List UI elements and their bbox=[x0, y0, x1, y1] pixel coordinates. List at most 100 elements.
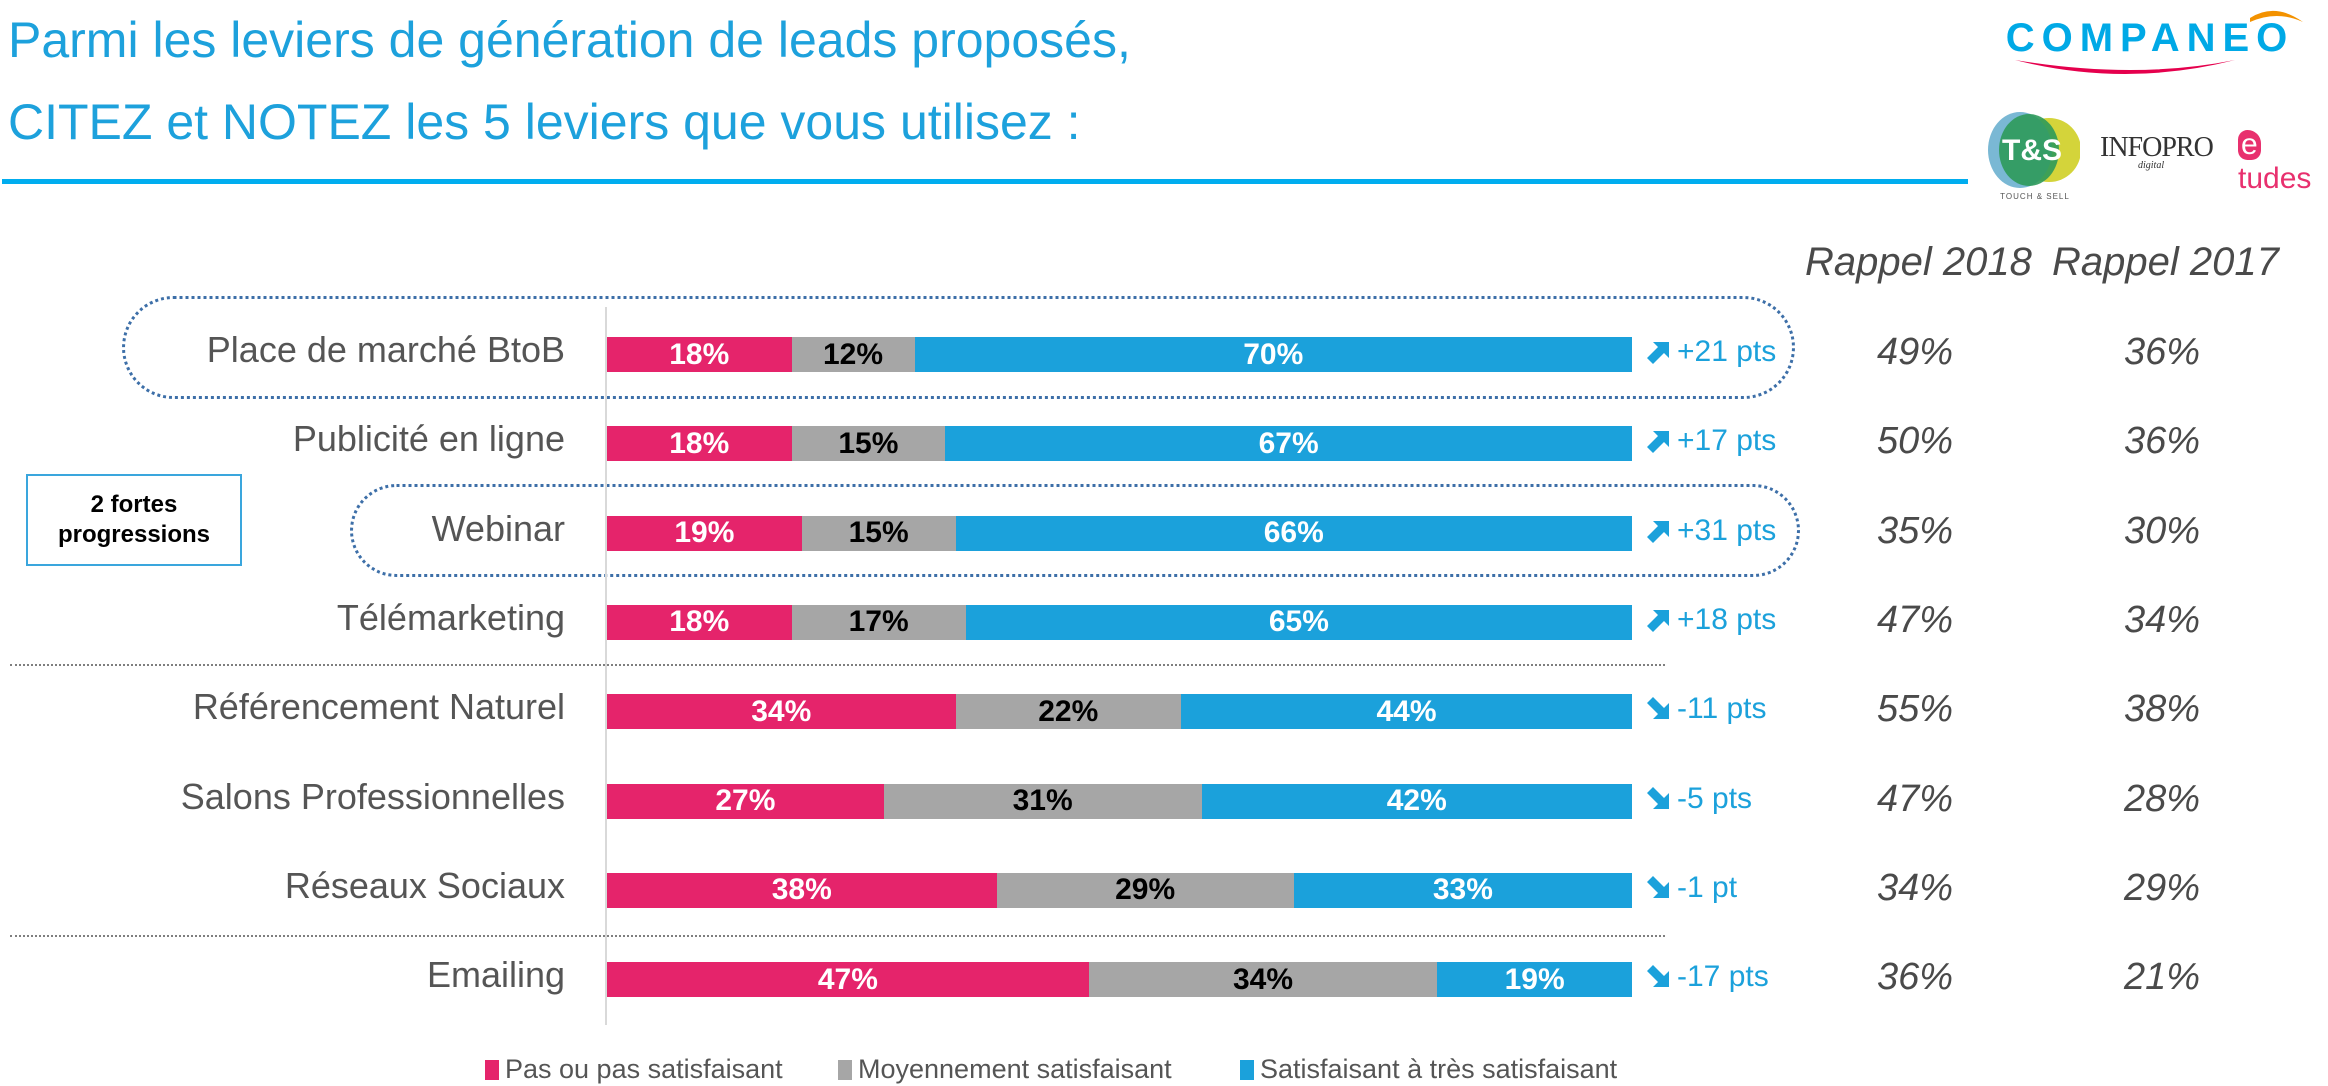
bar-segment-pas-satisfaisant: 38% bbox=[607, 872, 997, 908]
rappel-2017-value: 38% bbox=[2123, 688, 2201, 731]
change-indicator: -5 pts bbox=[1645, 782, 1752, 816]
bar-segment-moyennement: 15% bbox=[791, 426, 946, 462]
rappel-2018-value: 55% bbox=[1876, 688, 1954, 731]
change-indicator: +21 pts bbox=[1645, 335, 1776, 369]
data-label: 18% bbox=[669, 337, 730, 371]
arrow-up-right-icon bbox=[1647, 609, 1669, 632]
change-label: -1 pt bbox=[1677, 870, 1738, 904]
rappel-2017-value: 34% bbox=[2123, 598, 2201, 641]
bar-segment-satisfaisant: 70% bbox=[914, 337, 1632, 372]
rappel-2018-value: 36% bbox=[1876, 956, 1954, 999]
change-label: +31 pts bbox=[1677, 513, 1777, 547]
bar-segment-moyennement: 22% bbox=[955, 694, 1181, 730]
rappel-2018-value: 47% bbox=[1876, 598, 1954, 641]
rappel-2018-value: 47% bbox=[1876, 777, 1954, 820]
bar-segment-satisfaisant: 42% bbox=[1201, 783, 1632, 819]
companeo-swoosh-icon bbox=[2015, 10, 2303, 74]
legend-swatch-pas-satisfaisant bbox=[485, 1059, 499, 1080]
category-label: Publicité en ligne bbox=[292, 418, 565, 460]
change-label: +17 pts bbox=[1677, 424, 1777, 458]
category-label: Réseaux Sociaux bbox=[284, 864, 565, 906]
companeo-wordmark: COMPANEO bbox=[2005, 16, 2295, 60]
bar-segment-pas-satisfaisant: 18% bbox=[607, 337, 792, 372]
data-label: 38% bbox=[771, 873, 832, 907]
highlight-outline-webinar bbox=[350, 484, 1800, 577]
change-label: -11 pts bbox=[1677, 692, 1767, 726]
legend-item-moyennement: Moyennement satisfaisant bbox=[838, 1054, 1172, 1085]
data-label: 18% bbox=[669, 605, 730, 639]
bar-segment-moyennement: 17% bbox=[791, 604, 966, 640]
companeo-logo: COMPANEO bbox=[1985, 8, 2315, 78]
data-label: 27% bbox=[715, 784, 776, 817]
arrow-down-right-icon bbox=[1647, 786, 1669, 809]
highlight-outline-btob bbox=[122, 296, 1795, 399]
bar-segment-satisfaisant: 33% bbox=[1293, 872, 1632, 908]
rappel-2017-value: 21% bbox=[2123, 956, 2201, 999]
data-label: 33% bbox=[1432, 873, 1493, 907]
arrow-down-right-icon bbox=[1647, 875, 1669, 898]
change-label: -5 pts bbox=[1677, 781, 1753, 815]
bar-segment-satisfaisant: 65% bbox=[965, 604, 1632, 640]
arrow-up-right-icon bbox=[1647, 431, 1669, 454]
data-label: 65% bbox=[1268, 605, 1329, 639]
infopro-sub: digital bbox=[2138, 160, 2165, 171]
rappel-2017-value: 28% bbox=[2123, 777, 2201, 820]
rappel-2017-value: 30% bbox=[2123, 509, 2201, 552]
touch-and-sell-logo: T&S bbox=[1988, 112, 2080, 188]
rappel-2018-value: 35% bbox=[1876, 509, 1954, 552]
etudes-logo: etudes bbox=[2238, 128, 2328, 196]
data-label: 67% bbox=[1258, 426, 1319, 460]
legend-label: Pas ou pas satisfaisant bbox=[505, 1054, 783, 1084]
bar-segment-satisfaisant: 19% bbox=[1437, 962, 1632, 998]
ts-logo-text: T&S bbox=[2002, 134, 2062, 167]
bar-segment-moyennement: 31% bbox=[883, 783, 1202, 819]
bar-segment-pas-satisfaisant: 18% bbox=[607, 604, 792, 640]
bar-segment-moyennement: 29% bbox=[996, 872, 1294, 908]
bar-segment-satisfaisant: 66% bbox=[955, 515, 1632, 551]
category-label: Webinar bbox=[431, 507, 565, 549]
change-label: +21 pts bbox=[1677, 335, 1777, 368]
change-indicator: -17 pts bbox=[1645, 960, 1769, 994]
rappel-2018-value: 49% bbox=[1876, 331, 1954, 373]
data-label: 19% bbox=[674, 516, 735, 550]
legend-item-satisfaisant: Satisfaisant à très satisfaisant bbox=[1240, 1054, 1617, 1085]
title-line-2: CITEZ et NOTEZ les 5 leviers que vous ut… bbox=[8, 94, 1081, 150]
rappel-2018-value: 34% bbox=[1876, 866, 1954, 909]
infopro-logo: INFOPRO bbox=[2100, 132, 2214, 163]
change-indicator: +17 pts bbox=[1645, 424, 1776, 458]
arrow-up-right-icon bbox=[1647, 342, 1669, 364]
rappel-2017-header: Rappel 2017 bbox=[2052, 240, 2279, 284]
bar-segment-satisfaisant: 67% bbox=[945, 426, 1632, 462]
category-label: Salons Professionnelles bbox=[180, 775, 565, 817]
data-label: 47% bbox=[817, 962, 878, 996]
arrow-down-right-icon bbox=[1647, 697, 1669, 720]
data-label: 42% bbox=[1386, 784, 1447, 817]
group-separator bbox=[10, 664, 1665, 666]
change-label: +18 pts bbox=[1677, 602, 1777, 636]
legend-swatch-moyennement bbox=[838, 1059, 852, 1080]
title-underline bbox=[2, 179, 1968, 184]
bar-segment-pas-satisfaisant: 18% bbox=[607, 426, 792, 462]
bar-segment-moyennement: 34% bbox=[1088, 962, 1438, 998]
data-label: 18% bbox=[669, 426, 730, 460]
note-line-1: 2 fortes bbox=[90, 491, 178, 518]
change-indicator: -1 pt bbox=[1645, 871, 1737, 905]
etudes-e: e bbox=[2238, 130, 2261, 160]
chart-axis-line bbox=[605, 307, 607, 1025]
data-label: 31% bbox=[1012, 784, 1073, 817]
touch-and-sell-caption: TOUCH & SELL bbox=[2000, 192, 2070, 201]
note-box-fortes-progressions: 2 fortes progressions bbox=[26, 474, 242, 566]
bar-segment-moyennement: 15% bbox=[801, 515, 956, 551]
note-line-2: progressions bbox=[57, 521, 211, 548]
group-separator bbox=[10, 935, 1665, 937]
data-label: 44% bbox=[1376, 694, 1437, 728]
legend-swatch-satisfaisant bbox=[1240, 1059, 1254, 1080]
bar-segment-pas-satisfaisant: 34% bbox=[607, 694, 956, 730]
change-label: -17 pts bbox=[1677, 960, 1769, 994]
legend-item-pas-satisfaisant: Pas ou pas satisfaisant bbox=[485, 1054, 783, 1085]
change-indicator: +18 pts bbox=[1645, 603, 1776, 637]
data-label: 34% bbox=[1232, 962, 1294, 996]
change-indicator: -11 pts bbox=[1645, 692, 1767, 726]
data-label: 15% bbox=[848, 516, 909, 550]
rappel-2018-value: 50% bbox=[1876, 420, 1954, 463]
